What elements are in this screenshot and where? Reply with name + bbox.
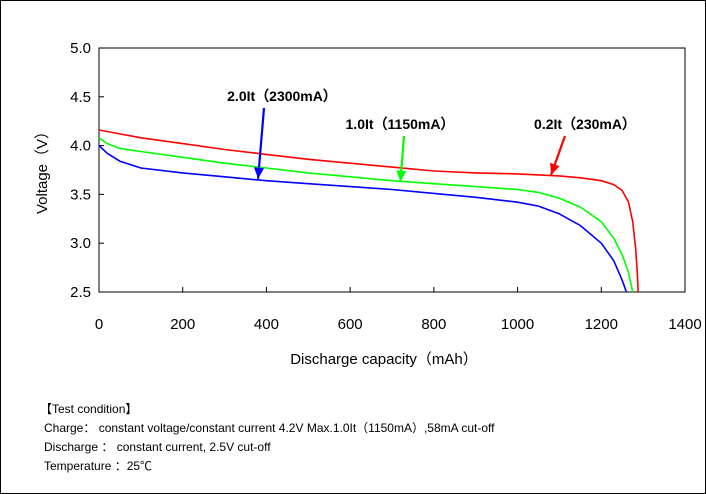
discharge-condition: Discharge ： constant current, 2.5V cut-o… (44, 440, 271, 454)
x-axis-title: Discharge capacity（mAh） (290, 351, 478, 368)
annotation-arrowhead-1 (396, 170, 407, 182)
x-tick-label: 200 (170, 316, 195, 333)
y-tick-label: 4.5 (70, 89, 91, 106)
conditions-heading: 【Test condition】 (40, 402, 138, 416)
annotation-arrowhead-2 (550, 162, 560, 175)
y-tick-label: 3.5 (70, 186, 91, 203)
test-conditions: 【Test condition】 Charge： constant voltag… (40, 400, 494, 476)
plot-area: 2.5 3.0 3.5 4.0 4.5 5.0 0 200 400 600 800 1000 1200 1… (70, 40, 702, 333)
y-axis-title: Voltage（V） (34, 124, 51, 214)
x-tick-label: 800 (421, 316, 446, 333)
annotation-label-1: 1.0It（1150mA） (346, 116, 455, 132)
x-tick-label: 600 (338, 316, 363, 333)
charge-condition: Charge： constant voltage/constant curren… (44, 421, 495, 435)
series-line-0 (98, 129, 639, 293)
y-tick-label: 5.0 (70, 40, 91, 57)
x-tick-label: 1200 (585, 316, 618, 333)
annotation-arrowhead-0 (254, 167, 264, 179)
temperature-condition: Temperature ：25℃ (44, 459, 153, 473)
x-tick-label: 400 (254, 316, 279, 333)
annotation-label-0: 2.0It（2300mA） (227, 88, 337, 104)
y-tick-label: 4.0 (70, 138, 91, 155)
y-tick-label: 3.0 (70, 235, 91, 252)
series-line-2 (98, 145, 628, 293)
x-tick-label: 0 (95, 316, 103, 333)
annotation-label-2: 0.2It（230mA） (534, 116, 636, 132)
y-tick-label: 2.5 (70, 284, 91, 301)
x-tick-label: 1000 (501, 316, 534, 333)
x-tick-label: 1400 (668, 316, 701, 333)
annotation-arrow-0 (256, 107, 266, 179)
series-line-1 (98, 137, 634, 293)
plot-border (98, 47, 686, 293)
